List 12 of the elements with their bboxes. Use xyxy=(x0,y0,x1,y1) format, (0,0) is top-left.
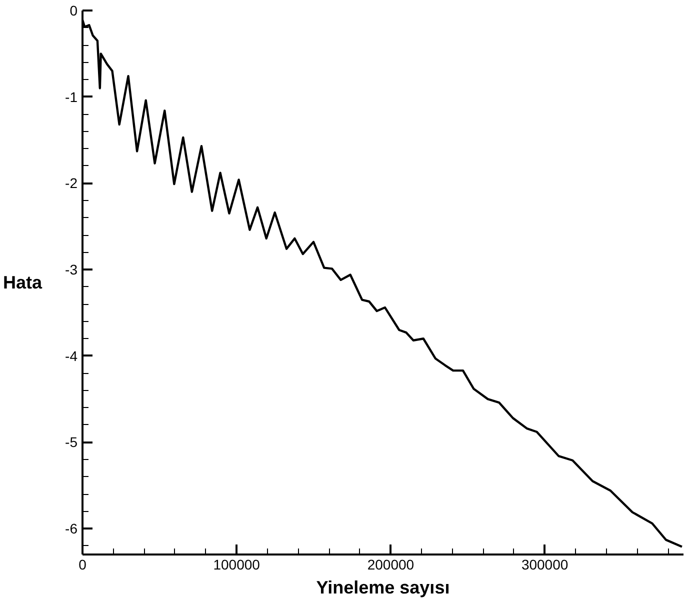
y-tick-label: -1 xyxy=(65,88,78,105)
y-tick-label: -3 xyxy=(65,262,78,278)
x-tick-label: 300000 xyxy=(521,556,568,572)
y-tick-label: 0 xyxy=(70,2,78,18)
y-tick-label: -2 xyxy=(65,175,78,192)
y-axis-title: Hata xyxy=(3,272,44,292)
y-tick-label: -6 xyxy=(65,520,78,537)
x-axis-title: Yineleme sayısı xyxy=(316,578,450,598)
x-tick-label: 200000 xyxy=(367,556,414,572)
y-tick-label: -4 xyxy=(65,348,78,364)
x-tick-label: 100000 xyxy=(213,556,260,572)
y-tick-label: -5 xyxy=(65,434,78,450)
